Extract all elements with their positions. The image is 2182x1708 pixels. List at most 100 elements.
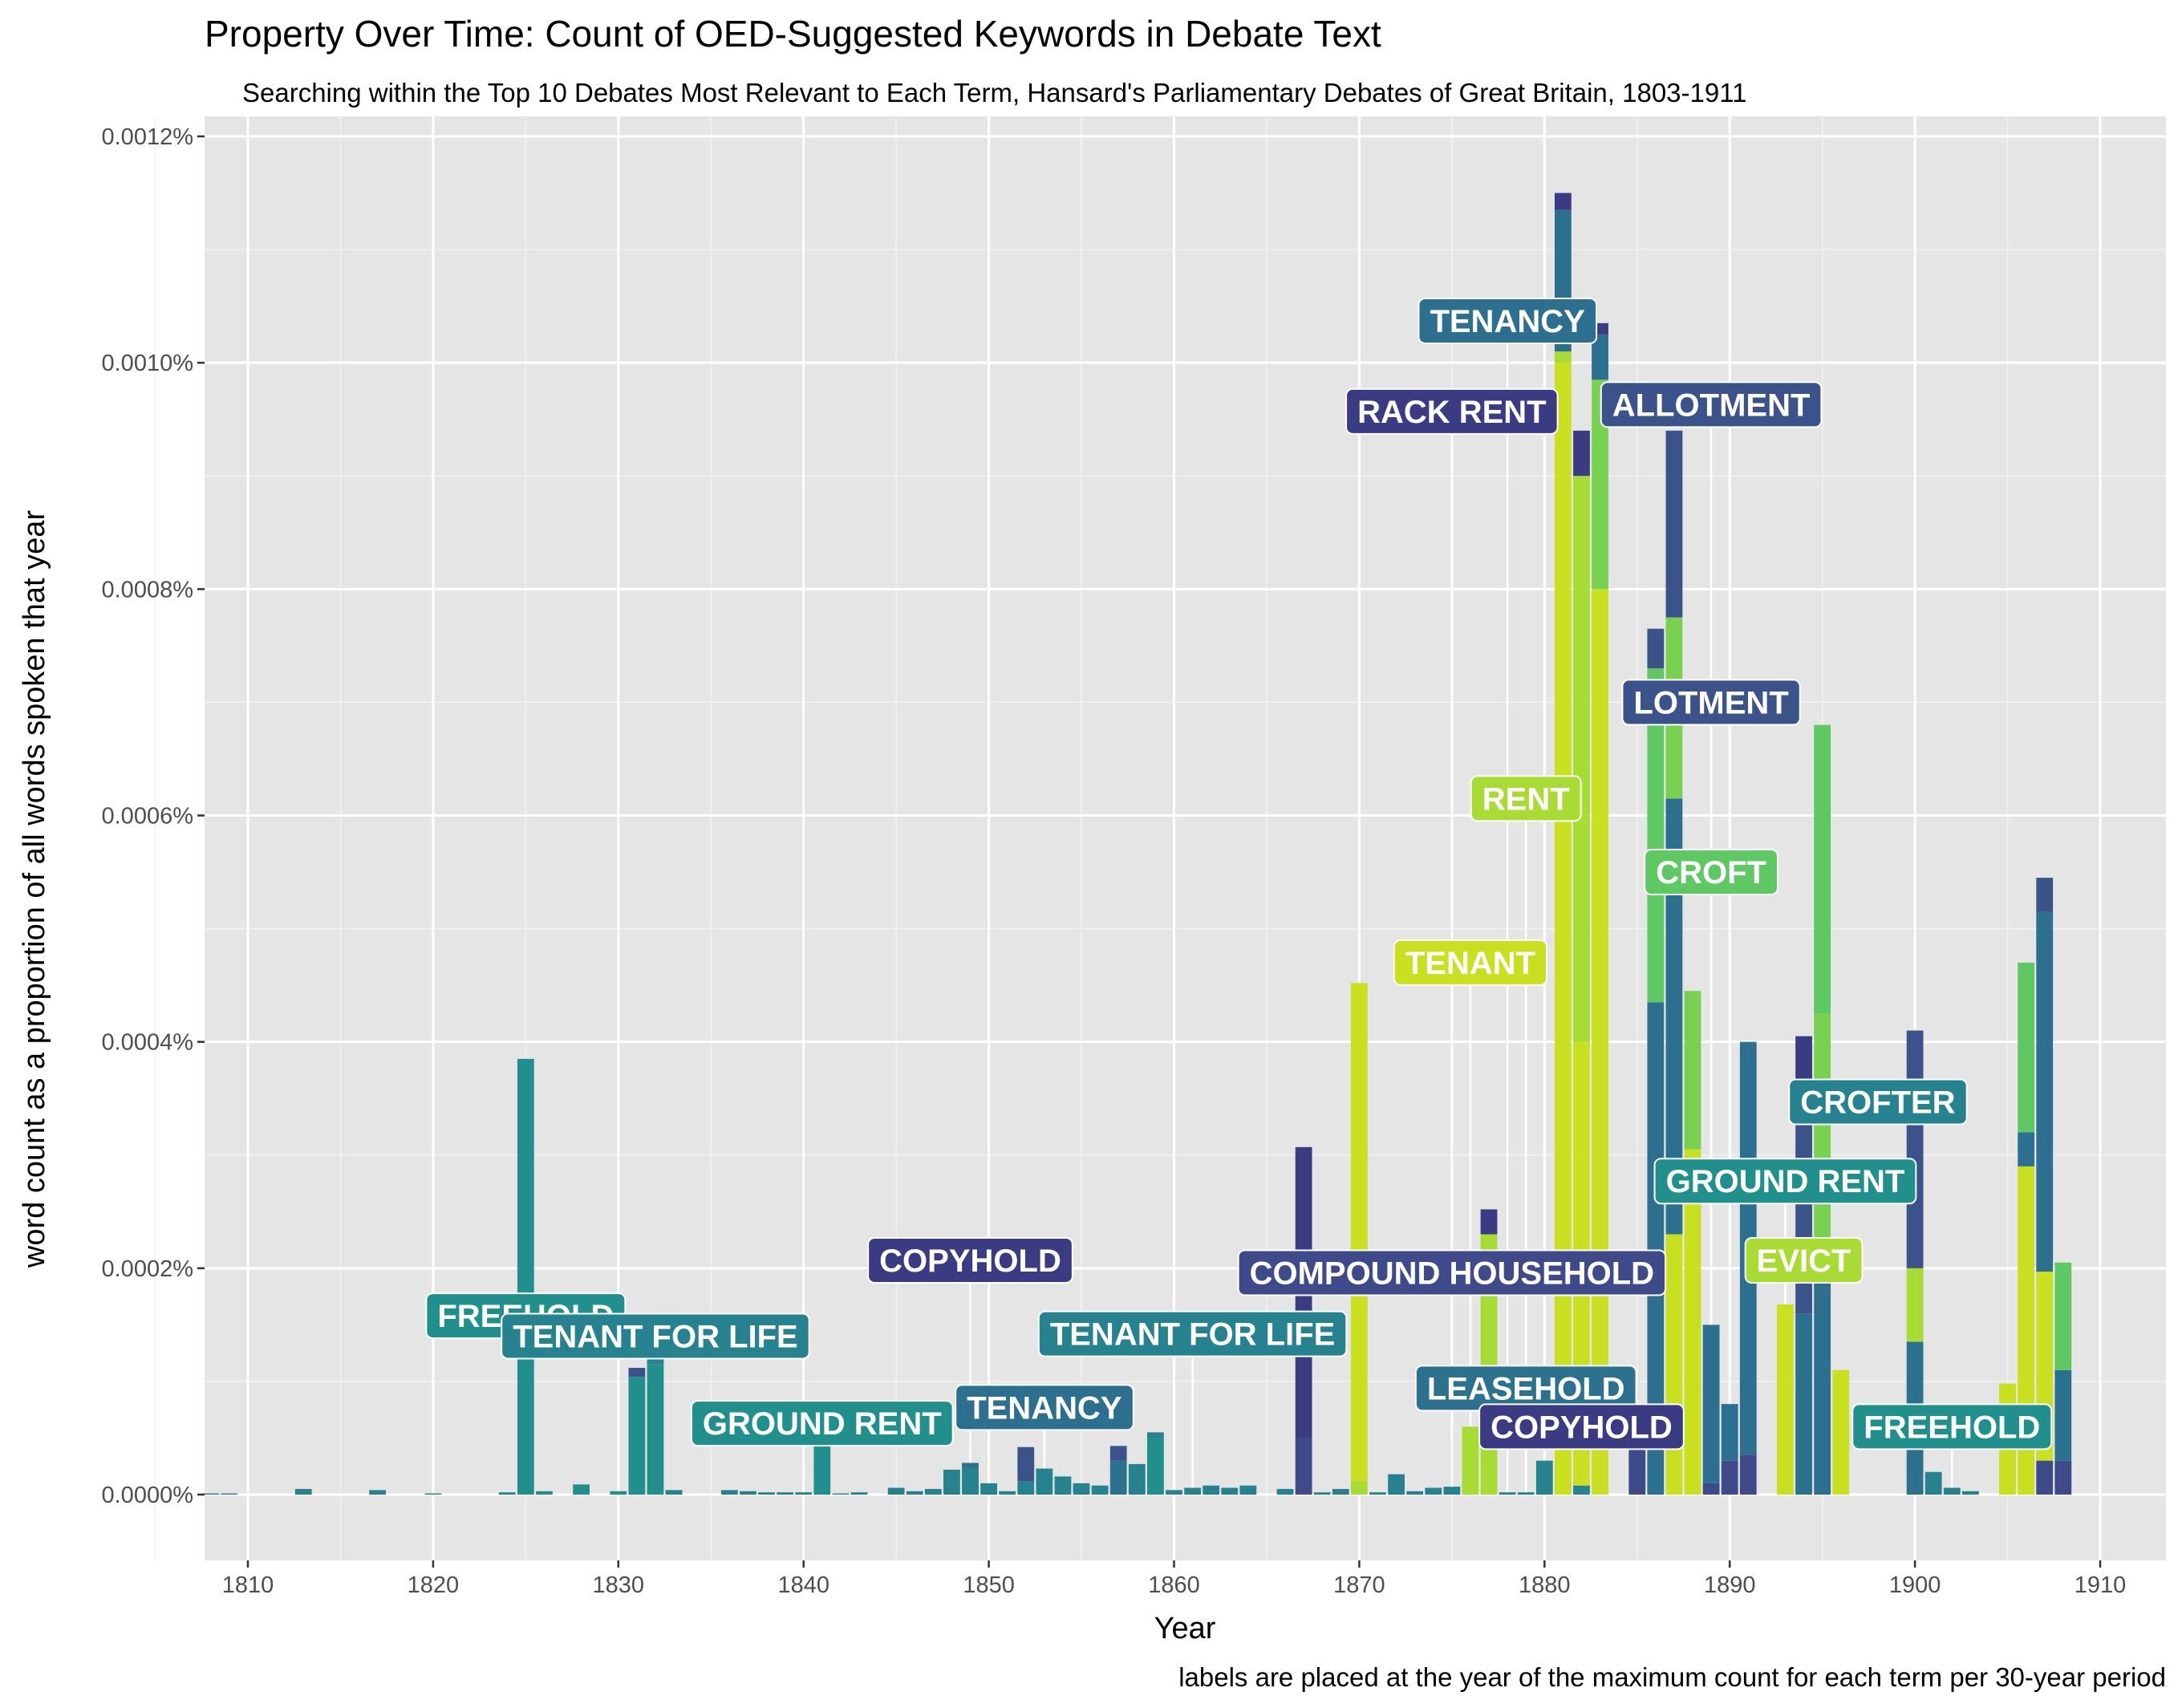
bar-1809 (221, 1493, 238, 1495)
bar-1831 (628, 1367, 646, 1495)
x-axis: 1810 1820 1830 1840 1850 1860 1870 1880 1890 1900… (222, 1560, 2126, 1598)
bar-1853 (1036, 1468, 1053, 1495)
bar-1839 (777, 1492, 794, 1495)
bar-segment (720, 1490, 738, 1495)
bar-segment (1369, 1492, 1386, 1495)
bar-1886 (1647, 628, 1665, 1495)
bar-1833 (665, 1490, 683, 1495)
bar-1890 (1721, 1404, 1738, 1495)
bar-segment (1628, 1449, 1646, 1495)
bar-segment (1166, 1490, 1182, 1495)
bar-1825 (517, 1058, 534, 1495)
bar-segment (1906, 1030, 1924, 1268)
bar-segment (943, 1469, 960, 1495)
bar-1907 (2036, 878, 2054, 1495)
bar-segment (1647, 668, 1665, 1003)
term-label-box (955, 1384, 1134, 1431)
bar-segment (980, 1483, 997, 1495)
bar-1840 (795, 1492, 813, 1495)
bar-segment (1665, 430, 1683, 618)
bar-segment (202, 1493, 220, 1495)
bar-segment (1091, 1485, 1109, 1495)
bar-segment (832, 1493, 850, 1495)
chart-subtitle: Searching within the Top 10 Debates Most… (242, 78, 1746, 108)
bar-1848 (943, 1469, 960, 1495)
y-tick-label: 0.0008% (102, 577, 194, 602)
bar-1832 (647, 1336, 664, 1495)
y-tick-label: 0.0004% (102, 1030, 194, 1056)
term-label-text: ALLOTMENT (1612, 387, 1811, 423)
bar-1882 (1573, 430, 1590, 1495)
bar-segment (906, 1491, 923, 1495)
bar-segment (424, 1493, 442, 1495)
bar-segment (1351, 1481, 1368, 1495)
bar-segment (1147, 1432, 1164, 1438)
bar-segment (628, 1377, 646, 1495)
y-axis: 0.0000% 0.0002% 0.0004% 0.0006% 0.0008% 0.001… (102, 124, 205, 1508)
term-label-text: COMPOUND HOUSEHOLD (1250, 1256, 1654, 1291)
term-label-box (1470, 775, 1582, 822)
bar-1908 (2054, 1262, 2072, 1495)
term-label-box (690, 1400, 954, 1447)
term-label-box (1600, 381, 1823, 428)
bar-segment (1054, 1476, 1072, 1495)
bar-segment (1739, 1454, 1757, 1495)
bar-1872 (1388, 1474, 1405, 1495)
bar-1888 (1684, 991, 1701, 1495)
bar-segment (1499, 1492, 1516, 1495)
term-label-text: RACK RENT (1357, 395, 1547, 430)
x-tick-label: 1880 (1519, 1572, 1571, 1598)
term-label-text: GROUND RENT (1666, 1164, 1905, 1199)
bar-1836 (720, 1490, 738, 1495)
bar-segment (1684, 991, 1701, 1150)
bar-segment (1943, 1487, 1961, 1495)
term-label-box (1478, 1403, 1685, 1450)
bar-1850 (980, 1483, 997, 1495)
bar-1862 (1203, 1485, 1220, 1495)
term-label-box (1644, 849, 1778, 896)
bar-1843 (850, 1492, 868, 1495)
bar-segment (1313, 1492, 1331, 1495)
term-label-text: EVICT (1757, 1243, 1851, 1279)
bar-segment (1814, 1273, 1831, 1495)
bar-1855 (1073, 1483, 1090, 1495)
bar-1813 (294, 1488, 312, 1495)
bar-segment (628, 1367, 646, 1377)
term-label-text: GROUND RENT (703, 1406, 942, 1442)
bar-segment (1276, 1488, 1294, 1495)
bar-segment (1592, 589, 1608, 1495)
bar-1841 (813, 1446, 831, 1495)
term-label-box (1037, 1310, 1348, 1357)
bar-segment (1128, 1463, 1146, 1495)
bar-1858 (1128, 1463, 1146, 1495)
bar-1860 (1166, 1490, 1182, 1495)
bar-segment (294, 1488, 312, 1495)
bar-segment (1388, 1474, 1405, 1495)
bar-segment (665, 1490, 683, 1495)
bar-segment (2018, 962, 2035, 1133)
bar-segment (536, 1491, 553, 1495)
bar-segment (2018, 1132, 2035, 1166)
bar-segment (1665, 1234, 1683, 1495)
bar-segment (1517, 1492, 1535, 1495)
bar-1874 (1425, 1487, 1442, 1495)
bar-segment (1221, 1487, 1239, 1495)
bar-1887 (1665, 430, 1683, 1495)
term-label-box (867, 1236, 1073, 1284)
bar-segment (1535, 1460, 1553, 1495)
bar-segment (740, 1491, 756, 1495)
y-tick-label: 0.0010% (102, 351, 194, 376)
x-tick-label: 1870 (1333, 1572, 1385, 1598)
bar-segment (1777, 1304, 1794, 1495)
bar-1876 (1462, 1426, 1479, 1495)
bar-1873 (1406, 1491, 1424, 1495)
bar-segment (369, 1490, 387, 1495)
bar-segment (1480, 1209, 1498, 1235)
bar-1871 (1369, 1492, 1386, 1495)
bar-segment (1647, 628, 1665, 669)
term-label-box (1393, 939, 1548, 986)
bar-segment (647, 1364, 664, 1495)
bar-segment (813, 1446, 831, 1495)
bar-segment (573, 1484, 590, 1495)
